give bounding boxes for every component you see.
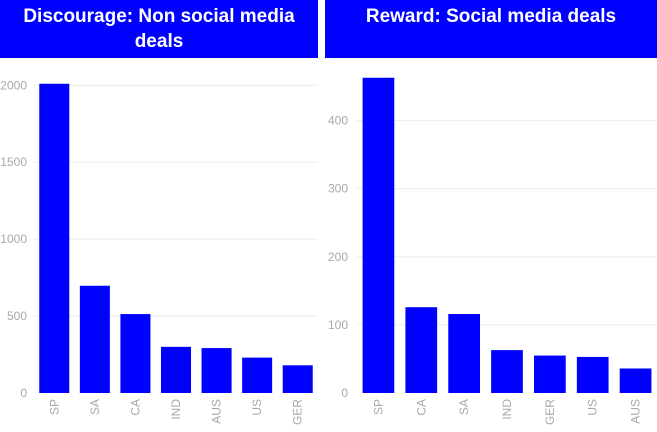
y-tick-label: 200 (328, 250, 348, 264)
right-chart-title-banner: Reward: Social media deals (325, 0, 657, 58)
y-tick-label: 300 (328, 182, 348, 196)
x-tick-label: US (586, 399, 600, 416)
left-chart-title: Discourage: Non social media deals (23, 6, 295, 52)
bar-aus (619, 368, 652, 393)
bar-sp (362, 77, 395, 393)
x-tick-label: IND (169, 399, 183, 420)
bar-ger (534, 355, 566, 393)
x-tick-label: US (250, 399, 264, 416)
x-tick-label: GER (543, 399, 557, 425)
x-tick-label: IND (500, 399, 514, 420)
left-bar-chart: 0 500 1000 1500 2000 SP SA CA IND AUS US GER (0, 78, 318, 425)
x-tick-label: SA (457, 399, 471, 415)
bar-sa (448, 314, 480, 393)
gridlines (34, 84, 318, 317)
left-chart-panel: Discourage: Non social media deals 0 500 1… (0, 0, 318, 432)
bar-ind (491, 350, 523, 393)
y-tick-label: 1000 (0, 232, 27, 246)
x-tick-label: CA (128, 399, 142, 416)
bar-ca (405, 307, 438, 393)
bar-ind (160, 346, 192, 393)
y-tick-label: 0 (20, 386, 27, 400)
bar-sp (39, 83, 70, 393)
y-axis: 0 100 200 300 400 (328, 114, 348, 400)
bar-ca (120, 314, 151, 393)
bar-sa (79, 285, 110, 393)
bars (362, 77, 652, 393)
x-tick-label: GER (291, 399, 305, 425)
x-tick-label: AUS (210, 399, 224, 424)
x-tick-label: SA (88, 399, 102, 415)
right-chart-panel: Reward: Social media deals 0 100 200 300 400… (325, 0, 657, 432)
right-chart-title: Reward: Social media deals (365, 6, 617, 27)
bar-us (242, 357, 273, 393)
x-tick-label: CA (414, 399, 428, 416)
right-bar-chart: 0 100 200 300 400 SP CA SA IND GER US AUS (328, 77, 657, 425)
gridlines (357, 120, 657, 326)
bar-us (576, 356, 609, 393)
y-tick-label: 0 (341, 386, 348, 400)
left-chart-title-banner: Discourage: Non social media deals (0, 0, 318, 58)
y-tick-label: 100 (328, 318, 348, 332)
bar-ger (282, 365, 313, 393)
x-tick-label: SP (371, 399, 385, 415)
y-axis: 0 500 1000 1500 2000 (0, 78, 27, 400)
y-tick-label: 1500 (0, 155, 27, 169)
y-tick-label: 500 (7, 309, 27, 323)
x-axis: SP SA CA IND AUS US GER (47, 399, 304, 425)
x-tick-label: SP (47, 399, 61, 415)
y-tick-label: 400 (328, 114, 348, 128)
y-tick-label: 2000 (0, 78, 27, 92)
x-axis: SP CA SA IND GER US AUS (371, 399, 642, 425)
bars (39, 83, 313, 393)
bar-aus (201, 348, 232, 393)
x-tick-label: AUS (629, 399, 643, 424)
